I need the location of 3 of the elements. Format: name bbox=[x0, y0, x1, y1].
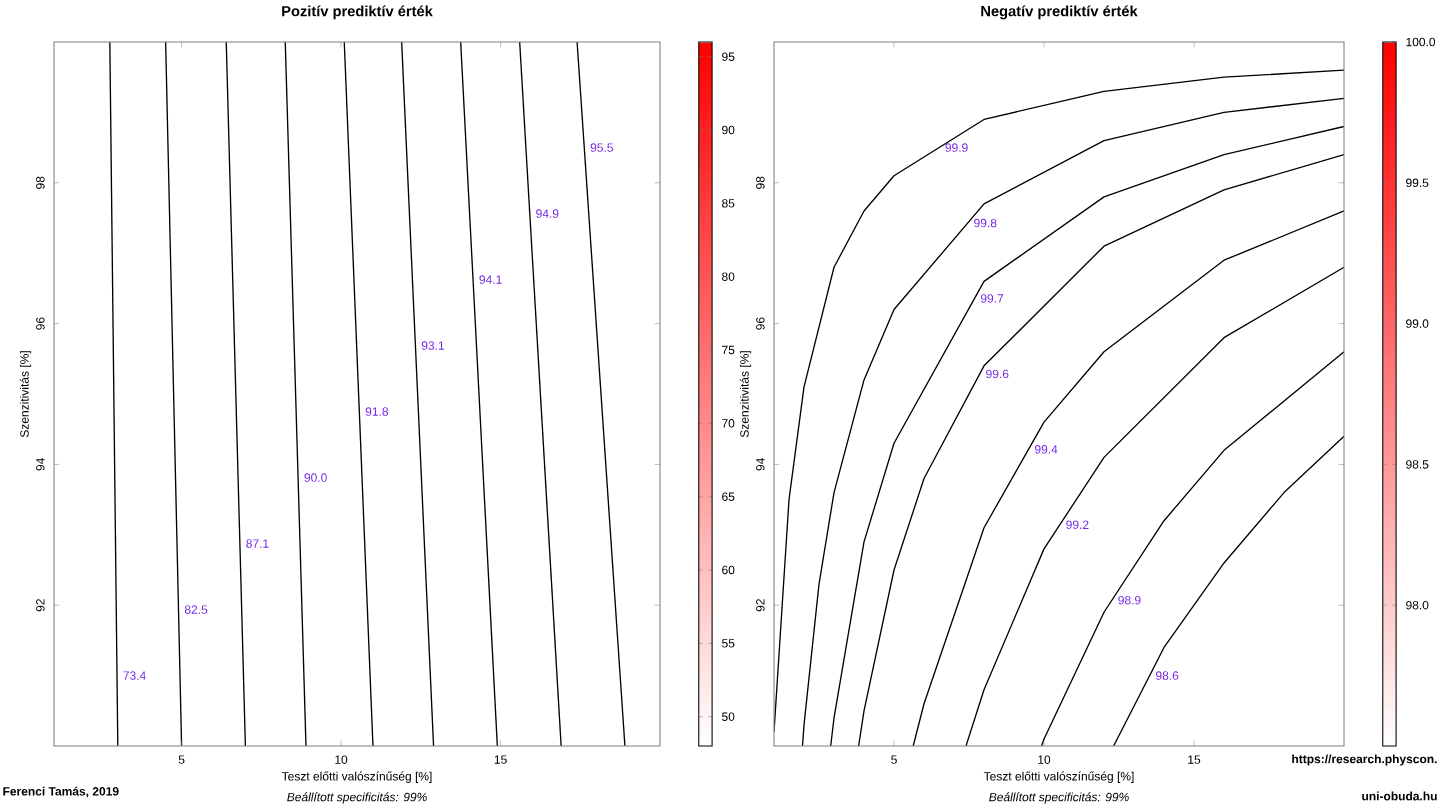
line-series bbox=[1112, 435, 1345, 746]
line-series bbox=[965, 266, 1345, 746]
line-series bbox=[912, 210, 1345, 746]
